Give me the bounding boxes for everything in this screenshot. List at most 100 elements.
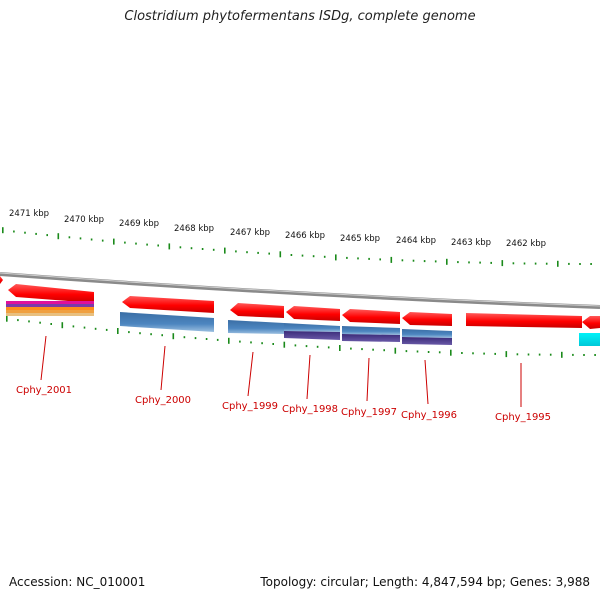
feature-block-purple-1998[interactable] [284, 331, 340, 340]
cds-arrow-cphy-2000[interactable] [122, 296, 214, 313]
minor-tick [346, 256, 348, 259]
scale-label: 2471 kbp [9, 209, 49, 219]
minor-tick [368, 257, 370, 260]
minor-tick [72, 325, 75, 328]
minor-tick [150, 333, 152, 336]
gene-label-cphy-1996[interactable]: Cphy_1996 [401, 410, 457, 421]
scale-label: 2462 kbp [506, 239, 546, 249]
minor-tick [83, 326, 86, 329]
gene-label-cphy-2001[interactable]: Cphy_2001 [16, 385, 72, 396]
scale-label: 2467 kbp [230, 228, 270, 238]
genome-backbone-highlight [0, 272, 600, 307]
scale-ticks [2, 227, 592, 267]
minor-tick [261, 342, 263, 345]
feature-block-cphy-1998[interactable] [284, 323, 340, 332]
feature-stripe [6, 313, 94, 316]
leader-line [40, 335, 47, 381]
feature-stripe [6, 301, 94, 304]
major-tick [390, 256, 393, 263]
minor-tick [250, 341, 252, 344]
minor-tick [124, 241, 126, 244]
minor-tick [594, 354, 596, 356]
minor-tick [512, 262, 515, 265]
minor-tick [457, 261, 459, 264]
minor-tick [212, 248, 215, 251]
minor-tick [301, 254, 304, 257]
cds-arrow-next[interactable] [582, 316, 600, 329]
minor-tick [179, 246, 182, 249]
scale-label: 2465 kbp [340, 234, 380, 244]
major-tick [335, 254, 337, 261]
minor-tick [24, 231, 26, 234]
minor-tick [479, 261, 481, 264]
major-tick [501, 260, 504, 267]
major-tick [2, 227, 4, 234]
major-tick [6, 315, 8, 322]
minor-tick [239, 340, 241, 343]
minor-tick [405, 350, 408, 353]
gene-label-cphy-1997[interactable]: Cphy_1997 [341, 407, 397, 418]
gene-label-cphy-1998[interactable]: Cphy_1998 [282, 404, 338, 415]
scale-label: 2464 kbp [396, 236, 436, 246]
minor-tick [527, 353, 530, 356]
minor-tick [294, 344, 297, 347]
genome-summary-text: Topology: circular; Length: 4,847,594 bp… [260, 575, 590, 589]
minor-tick [46, 234, 48, 237]
feature-stripe [6, 307, 94, 310]
cds-arrow-cphy-2001[interactable] [0, 276, 3, 284]
minor-tick [427, 351, 430, 353]
major-tick [113, 238, 115, 245]
minor-tick [434, 260, 437, 263]
cds-arrow-cphy-1995[interactable] [466, 313, 582, 328]
minor-tick [357, 257, 359, 260]
minor-tick [538, 353, 541, 356]
major-tick [446, 258, 448, 265]
cds-arrow-cphy-2001[interactable] [8, 284, 94, 303]
minor-tick [246, 251, 248, 254]
cds-arrow-cphy-1999[interactable] [230, 303, 284, 318]
cds-arrow-cphy-1997[interactable] [342, 309, 400, 324]
cds-arrow-cphy-1996[interactable] [402, 312, 452, 326]
minor-tick [50, 323, 52, 325]
feature-block-cphy-1999[interactable] [228, 320, 284, 334]
minor-tick [472, 352, 474, 355]
feature-block-purple-1996[interactable] [402, 337, 452, 345]
scale-label: 2470 kbp [64, 215, 104, 225]
minor-tick [549, 353, 552, 356]
feature-block-purple-1997[interactable] [342, 334, 400, 342]
minor-tick [579, 263, 581, 265]
feature-block-cphy-1996[interactable] [402, 329, 452, 338]
minor-tick [534, 262, 537, 265]
scale-labels: 2471 kbp 2470 kbp 2469 kbp 2468 kbp 2467… [9, 209, 546, 249]
minor-tick [190, 247, 193, 250]
major-tick [450, 349, 452, 356]
minor-tick [17, 319, 19, 322]
genome-backbone [0, 272, 600, 309]
feature-stripe [6, 310, 94, 313]
leader-line [160, 345, 166, 391]
feature-block-cphy-2000[interactable] [120, 312, 214, 332]
feature-block-cphy-1997[interactable] [342, 326, 400, 335]
minor-tick [361, 348, 363, 351]
minor-tick [412, 259, 415, 262]
gene-label-cphy-2000[interactable]: Cphy_2000 [135, 395, 191, 406]
minor-tick [494, 352, 496, 355]
minor-tick [90, 238, 93, 241]
label-leaders [40, 335, 522, 407]
minor-tick [590, 263, 592, 265]
gene-label-cphy-1999[interactable]: Cphy_1999 [222, 401, 278, 412]
minor-tick [483, 352, 485, 355]
gene-label-cphy-1995[interactable]: Cphy_1995 [495, 412, 551, 423]
minor-tick [157, 244, 159, 247]
minor-tick [68, 236, 71, 239]
feature-stripe [6, 304, 94, 307]
minor-tick [350, 347, 352, 350]
cds-arrow-cphy-1998[interactable] [286, 306, 340, 321]
major-tick [172, 333, 175, 340]
major-tick [561, 351, 563, 358]
minor-tick [235, 250, 237, 253]
feature-block-cyan[interactable] [579, 333, 600, 346]
minor-tick [516, 353, 519, 356]
minor-tick [101, 239, 104, 242]
